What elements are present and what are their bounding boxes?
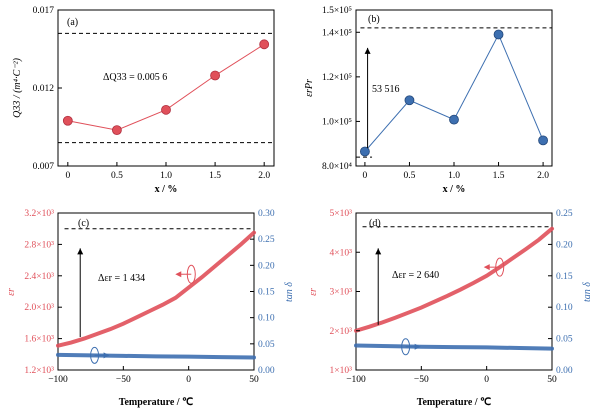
panel-label-b: (b) <box>368 14 380 25</box>
y-tick-label: 2.8×10³ <box>24 240 54 250</box>
y2-tick-label: 0.10 <box>556 303 573 313</box>
ylabel-b: εrPr <box>304 79 315 97</box>
x-tick-label: −100 <box>346 375 366 385</box>
x-tick-label: −50 <box>116 375 131 385</box>
y-tick-label: 1.4×10⁵ <box>322 28 352 38</box>
y-tick-label: 3.2×10³ <box>24 209 54 219</box>
y-tick-label: 1.2×10³ <box>24 366 54 376</box>
arrow-head <box>175 271 182 278</box>
data-point <box>360 146 370 157</box>
y-tick-label: 1.2×10⁵ <box>322 73 352 83</box>
xlabel-b: x / % <box>443 184 466 195</box>
panel-label-c: (c) <box>78 218 89 229</box>
y-tick-label: 1.6×10³ <box>24 335 54 345</box>
annotation-d: Δεr = 2 640 <box>392 270 439 281</box>
data-point <box>449 114 459 125</box>
panel-a: 0 0.5 1.0 1.5 2.0 0.007 0.012 0.017 (a) ΔQ33 = … <box>12 6 275 195</box>
x-tick-label: 1.5 <box>209 171 221 181</box>
y-tick-label: 0.012 <box>33 84 55 94</box>
y-tick-label: 0.017 <box>33 6 55 16</box>
xlabel-c: Temperature / ℃ <box>119 397 194 408</box>
x-tick-label: 0 <box>363 171 368 181</box>
plot-frame-c <box>57 212 255 371</box>
x-tick-label: 0 <box>186 375 191 385</box>
data-point <box>161 104 171 115</box>
ylabel-d: εr <box>308 288 319 296</box>
y-tick-label: 2.0×10³ <box>24 303 54 313</box>
permittivity-line <box>354 226 554 333</box>
data-point <box>404 95 415 106</box>
y-tick-label: 2.4×10³ <box>24 272 54 282</box>
y-tick-label: 2×10³ <box>330 327 353 337</box>
y-tick-label: 4×10³ <box>330 248 353 258</box>
panel-c: −100 −50 0 50 1.2×10³ 1.6×10³ 2.0×10³ 2.4×10³ 2.… <box>6 209 295 408</box>
x-tick-label: 2.0 <box>537 171 549 181</box>
x-tick-label: −50 <box>414 375 429 385</box>
arrow-head <box>364 47 371 54</box>
y2-tick-label: 0.20 <box>556 240 573 250</box>
tan-delta-line <box>56 352 256 360</box>
y2-tick-label: 0.15 <box>556 272 573 282</box>
arrow-head <box>103 352 110 359</box>
y2label-d: tan δ <box>582 282 593 302</box>
data-point <box>493 29 504 40</box>
arrow-head <box>483 264 490 271</box>
x-tick-label: 50 <box>547 375 557 385</box>
x-tick-label: 0.5 <box>404 171 416 181</box>
xlabel-d: Temperature / ℃ <box>417 397 492 408</box>
x-tick-label: 1.5 <box>493 171 505 181</box>
y-tick-label: 5×10³ <box>330 209 353 219</box>
data-point <box>62 115 73 126</box>
annotation-c: Δεr = 1 434 <box>98 273 145 284</box>
y2-tick-label: 0.25 <box>258 235 275 245</box>
y2label-c: tan δ <box>284 282 295 302</box>
y2-tick-label: 0.05 <box>258 340 275 350</box>
ylabel-c: εr <box>6 288 17 296</box>
arrow-head <box>414 343 421 350</box>
data-point <box>538 135 548 146</box>
y-tick-label: 0.007 <box>33 162 55 172</box>
annotation-b: 53 516 <box>372 84 400 95</box>
y2-tick-label: 0.15 <box>258 288 275 298</box>
x-tick-label: 1.0 <box>160 171 172 181</box>
y-tick-label: 1.0×10⁵ <box>322 117 352 127</box>
tan-delta-line <box>354 343 554 351</box>
x-tick-label: 0 <box>484 375 489 385</box>
ylabel-a: Q33 / (m⁴·C⁻²) <box>12 57 23 117</box>
y2-tick-label: 0.10 <box>258 314 275 324</box>
series-line <box>67 43 265 131</box>
permittivity-line <box>56 230 256 348</box>
panel-label-d: (d) <box>369 218 381 229</box>
y-tick-label: 1×10³ <box>330 366 353 376</box>
y2-tick-label: 0.20 <box>258 261 275 271</box>
x-tick-label: 2.0 <box>258 171 270 181</box>
xlabel-a: x / % <box>155 184 178 195</box>
x-tick-label: 50 <box>249 375 259 385</box>
panel-d: −100 −50 0 50 1×10³ 2×10³ 3×10³ 4×10³ 5×10³ 0.00 0… <box>308 209 593 408</box>
data-point <box>210 70 220 81</box>
y2-tick-label: 0.00 <box>556 366 573 376</box>
x-tick-label: 1.0 <box>448 171 460 181</box>
panel-label-a: (a) <box>67 17 78 28</box>
y2-tick-label: 0.05 <box>556 335 573 345</box>
data-point <box>112 125 122 136</box>
data-point <box>259 39 270 50</box>
y2-tick-label: 0.30 <box>258 209 275 219</box>
y-tick-label: 1.5×10⁵ <box>322 6 352 16</box>
arrow-head <box>77 248 84 255</box>
x-tick-label: −100 <box>48 375 68 385</box>
arrow-head <box>375 248 382 255</box>
y-tick-label: 3×10³ <box>330 288 353 298</box>
x-tick-label: 0.5 <box>111 171 123 181</box>
y2-tick-label: 0.00 <box>258 366 275 376</box>
panel-b: 0 0.5 1.0 1.5 2.0 8.0×10⁴ 1.0×10⁵ 1.2×10⁵ 1.4×10… <box>304 6 553 195</box>
annotation-a: ΔQ33 = 0.005 6 <box>103 72 167 83</box>
y2-tick-label: 0.25 <box>556 209 573 219</box>
y-tick-label: 8.0×10⁴ <box>322 162 353 172</box>
x-tick-label: 0 <box>65 171 70 181</box>
